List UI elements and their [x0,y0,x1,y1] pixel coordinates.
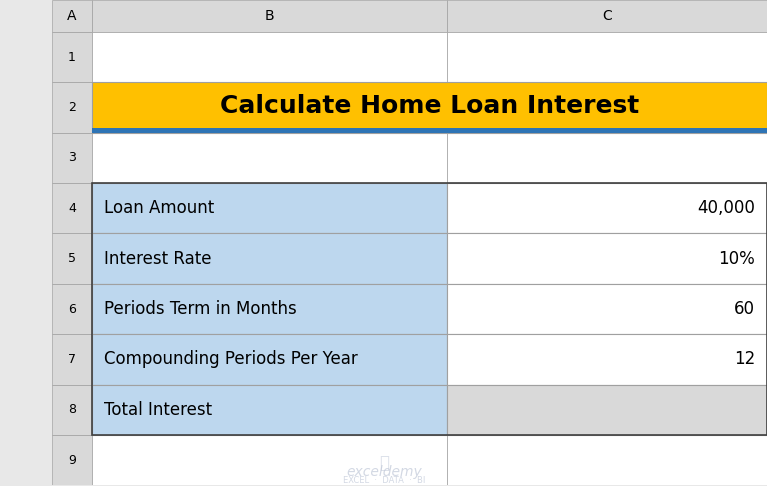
Text: Periods Term in Months: Periods Term in Months [104,300,297,318]
Bar [447,82,767,133]
Bar [92,233,447,284]
Bar [92,0,447,32]
Bar [92,384,447,435]
Bar [52,0,92,32]
Bar [447,32,767,82]
Bar [447,435,767,486]
Text: 40,000: 40,000 [697,199,755,217]
Text: 4: 4 [68,202,76,215]
Bar [92,384,447,435]
Text: 3: 3 [68,152,76,164]
Bar [92,183,447,233]
Bar [447,233,767,284]
Bar [447,284,767,334]
Bar [52,435,92,486]
Bar [92,284,447,334]
Bar [52,384,92,435]
Bar [92,334,447,384]
Text: 7: 7 [68,353,76,366]
Bar [52,183,92,233]
Bar [52,133,92,183]
Bar [92,133,447,183]
Text: 60: 60 [734,300,755,318]
Bar [447,384,767,435]
Text: A: A [67,9,77,23]
Text: Compounding Periods Per Year: Compounding Periods Per Year [104,350,357,368]
Text: exceldemy: exceldemy [346,466,422,479]
Bar [447,334,767,384]
Bar [447,0,767,32]
Bar [92,82,447,133]
Text: Total Interest: Total Interest [104,401,212,419]
Text: 5: 5 [68,252,76,265]
Text: 1: 1 [68,51,76,64]
Bar [92,183,767,435]
Bar [92,233,447,284]
Bar [447,183,767,233]
Bar [52,32,92,82]
Bar [447,233,767,284]
Bar [52,334,92,384]
Bar [447,384,767,435]
Text: Loan Amount: Loan Amount [104,199,214,217]
Bar [52,82,92,133]
Text: 9: 9 [68,453,76,467]
Text: 8: 8 [68,403,76,417]
Text: Interest Rate: Interest Rate [104,250,212,268]
Bar [447,284,767,334]
Bar [447,133,767,183]
Text: 🏠: 🏠 [379,454,389,472]
Bar [92,82,767,133]
Bar [92,128,767,133]
Text: 10%: 10% [718,250,755,268]
Text: 2: 2 [68,101,76,114]
Text: Calculate Home Loan Interest: Calculate Home Loan Interest [220,93,639,118]
Bar [447,183,767,233]
Bar [92,32,447,82]
Bar [52,233,92,284]
Text: C: C [602,9,612,23]
Bar [92,435,447,486]
Bar [447,334,767,384]
Bar [92,334,447,384]
Bar [52,284,92,334]
Text: 6: 6 [68,302,76,315]
Bar [92,183,447,233]
Text: EXCEL  ·  DATA  ·  BI: EXCEL · DATA · BI [343,476,425,485]
Text: 12: 12 [734,350,755,368]
Bar [92,284,447,334]
Text: B: B [265,9,275,23]
